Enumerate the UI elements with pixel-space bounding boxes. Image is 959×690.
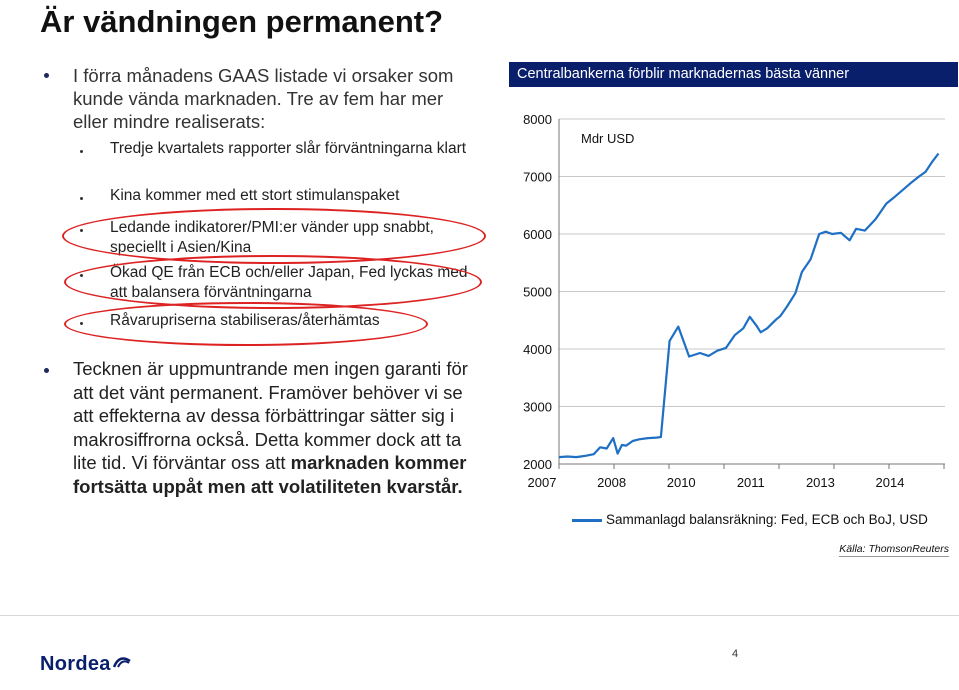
subbullet-dot bbox=[80, 197, 83, 200]
bullet2-plain: Tecknen är uppmuntrande men ingen garant… bbox=[73, 358, 468, 473]
footer-divider bbox=[0, 615, 959, 616]
subbullet-dot bbox=[80, 150, 83, 153]
subbullet-china: Kina kommer med ett stort stimulanspaket bbox=[110, 187, 400, 204]
series-line bbox=[558, 152, 940, 459]
slide-title: Är vändningen permanent? bbox=[40, 4, 444, 39]
nordea-logo: Nordea bbox=[40, 653, 111, 675]
x-tick-label: 2010 bbox=[667, 475, 696, 490]
x-tick-label: 2011 bbox=[737, 475, 765, 490]
x-tick-label: 2014 bbox=[876, 475, 905, 490]
y-tick-label: 6000 bbox=[523, 227, 552, 242]
y-tick-label: 4000 bbox=[523, 342, 552, 357]
highlight-oval-qe bbox=[64, 255, 482, 309]
y-tick-label: 2000 bbox=[523, 457, 552, 472]
y-tick-label: 7000 bbox=[523, 170, 552, 185]
bullet-dot bbox=[44, 368, 49, 373]
bullet2-bold: marknaden kommer fortsätta uppåt men att… bbox=[73, 452, 467, 497]
subbullet-reports: Tredje kvartalets rapporter slår förvänt… bbox=[110, 140, 467, 157]
chart-source: Källa: ThomsonReuters bbox=[839, 543, 949, 557]
y-tick-label: 8000 bbox=[523, 112, 552, 127]
bullet1-line1: I förra månadens GAAS listade vi orsaker… bbox=[73, 65, 454, 86]
x-tick-label: 2007 bbox=[528, 475, 557, 490]
bullet-dot bbox=[44, 73, 49, 78]
bullet2-text: Tecknen är uppmuntrande men ingen garant… bbox=[73, 357, 488, 498]
legend-swatch bbox=[572, 519, 602, 522]
chart-plot: 2000 3000 4000 5000 6000 7000 8000 2007 2008 2010… bbox=[523, 112, 945, 490]
legend-label: Sammanlagd balansräkning: Fed, ECB och B… bbox=[606, 512, 928, 527]
x-tick-label: 2008 bbox=[597, 475, 626, 490]
nordea-logo-icon bbox=[112, 657, 131, 668]
highlight-oval-commodities bbox=[64, 302, 428, 346]
page-number: 4 bbox=[732, 648, 739, 660]
unit-label: Mdr USD bbox=[581, 131, 634, 146]
y-tick-label: 3000 bbox=[523, 400, 552, 415]
x-tick-label: 2013 bbox=[806, 475, 835, 490]
y-tick-label: 5000 bbox=[523, 285, 552, 300]
bullet1-line2: kunde vända marknaden. Tre av fem har me… bbox=[73, 88, 444, 109]
bullet1-line3: eller mindre realiserats: bbox=[73, 111, 266, 132]
chart-title: Centralbankerna förblir marknadernas bäs… bbox=[509, 62, 958, 87]
